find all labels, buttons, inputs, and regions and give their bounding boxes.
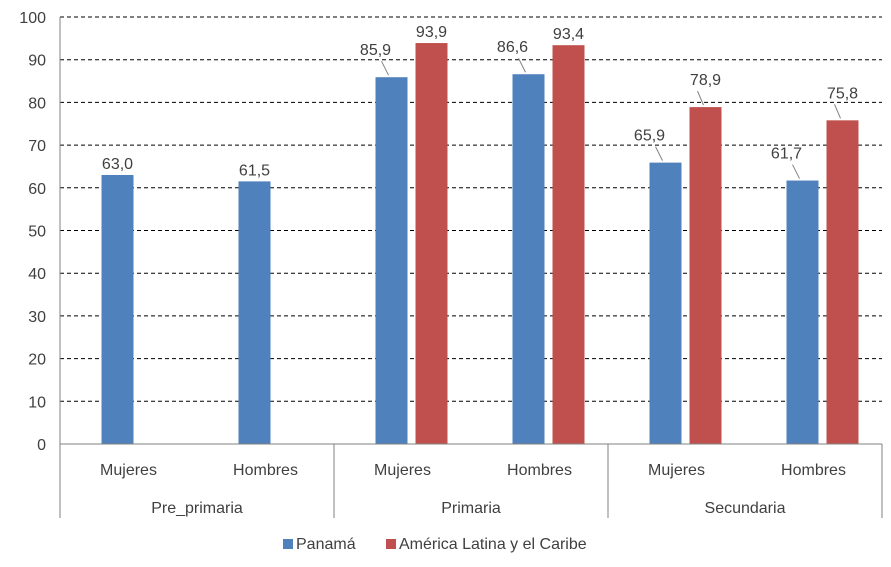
data-label: 75,8 [827, 85, 858, 102]
data-label: 61,7 [771, 146, 802, 163]
y-tick-label: 0 [37, 437, 46, 454]
y-tick-label: 90 [28, 53, 46, 70]
data-label: 93,9 [416, 24, 447, 41]
y-tick-label: 20 [28, 352, 46, 369]
x-tick-label: Hombres [781, 462, 846, 479]
data-label-leader-line [792, 164, 800, 179]
group-label: Primaria [441, 500, 501, 517]
bar-america-latina [826, 120, 859, 445]
data-label-leader-line [697, 90, 704, 106]
data-label-leader-line [655, 146, 663, 161]
y-tick-label: 40 [28, 266, 46, 283]
y-tick-label: 10 [28, 394, 46, 411]
x-tick-label: Hombres [507, 462, 572, 479]
data-label: 78,9 [690, 72, 721, 89]
bar-america-latina [415, 43, 448, 445]
data-label: 63,0 [102, 156, 133, 173]
legend-label: América Latina y el Caribe [399, 536, 587, 553]
data-label-leader-line [381, 60, 389, 76]
x-tick-label: Hombres [233, 462, 298, 479]
bar-panama [238, 181, 271, 444]
data-label: 93,4 [553, 26, 584, 43]
group-label: Secundaria [705, 500, 786, 517]
legend-label: Panamá [296, 536, 356, 553]
x-tick-label: Mujeres [374, 462, 431, 479]
bar-panama [649, 162, 682, 444]
legend-swatch [386, 539, 396, 549]
y-tick-label: 70 [28, 138, 46, 155]
data-label: 85,9 [360, 42, 391, 59]
bar-america-latina [552, 45, 585, 444]
data-label: 86,6 [497, 39, 528, 56]
x-tick-label: Mujeres [648, 462, 705, 479]
legend-swatch [283, 539, 293, 549]
y-tick-label: 50 [28, 224, 46, 241]
y-tick-label: 60 [28, 181, 46, 198]
data-label-leader-line [834, 104, 841, 119]
bar-panama [512, 74, 545, 444]
data-label: 61,5 [239, 162, 270, 179]
y-tick-label: 80 [28, 95, 46, 112]
y-tick-label: 100 [19, 10, 46, 27]
y-tick-label: 30 [28, 309, 46, 326]
bar-panama [786, 180, 819, 444]
bar-america-latina [689, 107, 722, 445]
bar-panama [101, 174, 134, 445]
x-tick-label: Mujeres [100, 462, 157, 479]
data-label: 65,9 [634, 128, 665, 145]
group-label: Pre_primaria [151, 500, 243, 517]
data-label-leader-line [518, 57, 526, 73]
bar-panama [375, 77, 408, 444]
